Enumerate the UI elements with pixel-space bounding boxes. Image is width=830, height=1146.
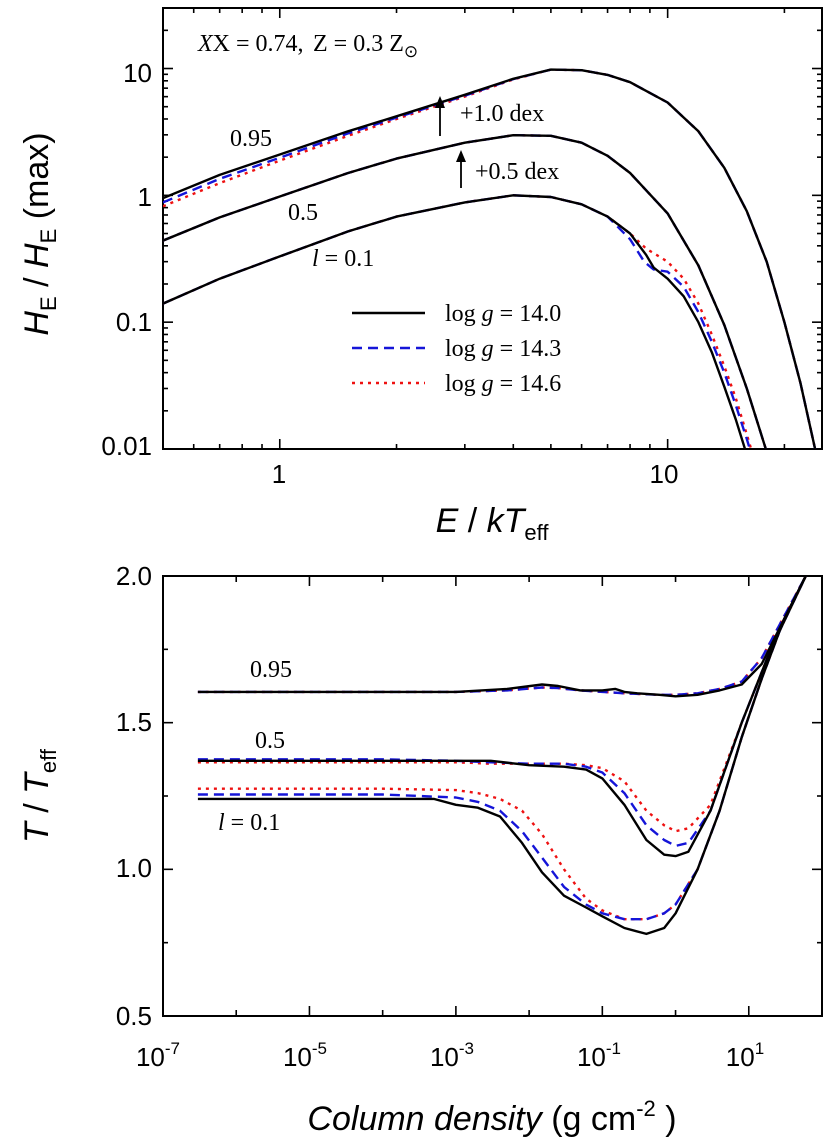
- curve-label-l05: 0.5: [288, 200, 318, 226]
- bottom-x-tick-label: 10-7: [136, 1039, 180, 1072]
- curve-label-l05: 0.5: [255, 728, 285, 754]
- curve-logg-14.0-l0.5: [197, 576, 807, 858]
- shift-label-mid: +0.5 dex: [475, 159, 559, 185]
- curve-logg-14.0-l0.95: [197, 576, 807, 698]
- top-y-tick-label: 1: [138, 182, 152, 212]
- bottom-temperature-panel: 2.0 1.5 1.0 0.5 10-7 10-5 10-3 10-1 101 …: [18, 561, 823, 1138]
- curve-label-l095: 0.95: [230, 126, 272, 152]
- top-plot-frame: [162, 7, 823, 450]
- curve-label-l01: l = 0.1: [312, 246, 374, 272]
- curve-logg-14.3-l0.5: [197, 576, 807, 848]
- curve-logg-14.0-l0.1: [197, 576, 807, 936]
- top-y-tick-label: 0.1: [116, 307, 152, 337]
- curve-label-l095: 0.95: [250, 657, 292, 683]
- shift-arrow-high: [435, 96, 445, 136]
- curve-label-l01: l = 0.1: [218, 810, 280, 836]
- top-y-tick-label: 10: [123, 58, 152, 88]
- top-x-tick-label: 10: [650, 459, 679, 489]
- curve-logg-14.6-l0.95: [197, 576, 807, 696]
- curve-logg-14.0-l0.5: [163, 134, 768, 449]
- bottom-axis-ticks: [162, 575, 823, 1017]
- top-y-axis-title: HE / HE (max): [18, 132, 61, 335]
- top-curves: [163, 68, 817, 449]
- shift-label-high: +1.0 dex: [460, 101, 544, 127]
- top-x-tick-label: 1: [272, 459, 286, 489]
- legend-label: log g = 14.6: [445, 371, 561, 397]
- bottom-y-tick-label: 0.5: [116, 1001, 152, 1031]
- top-axis-ticks: [162, 7, 822, 450]
- top-spectrum-panel: 10 1 0.1 0.01 1 10 E / kTeff HE / HE (ma…: [18, 7, 823, 545]
- shift-arrow-mid: [456, 150, 466, 188]
- bottom-curves: [197, 576, 807, 936]
- bottom-x-tick-label: 10-3: [430, 1039, 474, 1072]
- curve-logg-14.6-l0.5: [197, 576, 807, 833]
- legend-label: log g = 14.3: [445, 336, 561, 362]
- composition-label: XX = 0.74,: [197, 31, 304, 57]
- curve-logg-14.3-l0.1: [163, 194, 752, 449]
- top-y-tick-label: 0.01: [101, 431, 152, 461]
- bottom-y-axis-title: T / Teff: [18, 748, 61, 843]
- curve-logg-14.6-l0.1: [163, 194, 753, 449]
- curve-logg-14.0-l0.95: [163, 68, 817, 449]
- legend-label: log g = 14.0: [445, 301, 561, 327]
- bottom-x-tick-label: 101: [726, 1039, 764, 1072]
- metallicity-label: Z = 0.3 Z⊙: [313, 31, 418, 61]
- curve-logg-14.0-l0.1: [163, 194, 747, 449]
- top-x-axis-title: E / kTeff: [436, 502, 550, 545]
- curve-logg-14.6-l0.1: [197, 576, 807, 921]
- bottom-y-tick-label: 1.0: [116, 853, 152, 883]
- curve-logg-14.3-l0.1: [197, 576, 807, 921]
- bottom-x-tick-label: 10-5: [283, 1039, 327, 1072]
- bottom-x-tick-label: 10-1: [577, 1039, 621, 1072]
- bottom-x-axis-title: Column density (g cm-2 ): [307, 1096, 676, 1138]
- legend: log g = 14.0 log g = 14.3 log g = 14.6: [352, 301, 561, 397]
- bottom-y-tick-label: 2.0: [116, 561, 152, 591]
- bottom-y-tick-label: 1.5: [116, 707, 152, 737]
